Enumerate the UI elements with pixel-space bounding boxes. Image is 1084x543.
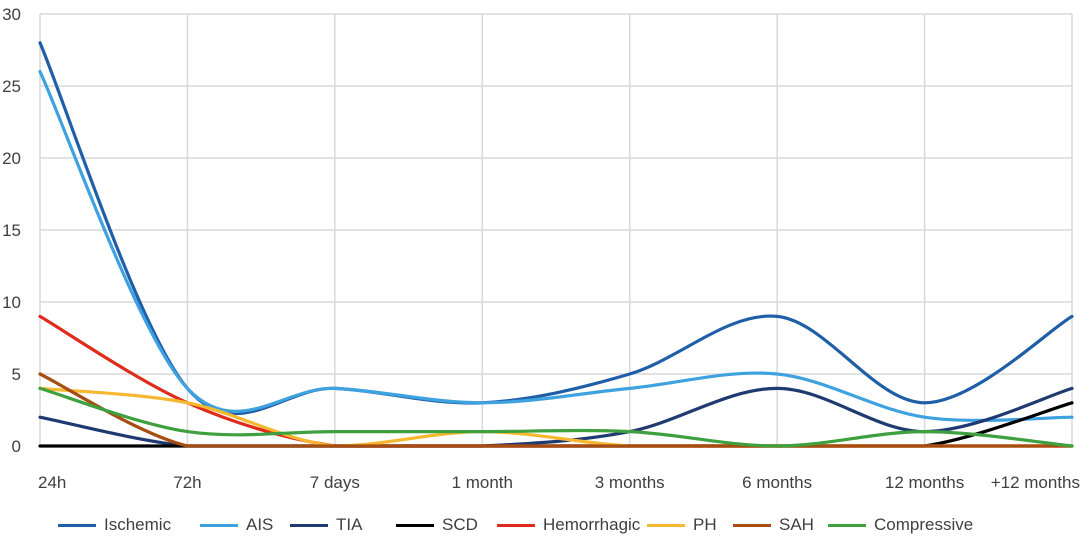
legend-label: SAH bbox=[779, 515, 814, 534]
x-tick-label: 1 month bbox=[452, 473, 513, 492]
y-tick-label: 25 bbox=[2, 77, 21, 96]
legend-label: AIS bbox=[246, 515, 274, 534]
legend-label: Ischemic bbox=[104, 515, 172, 534]
legend-swatch bbox=[647, 523, 685, 527]
x-tick-label: 72h bbox=[173, 473, 201, 492]
legend-item: Hemorrhagic bbox=[497, 510, 640, 540]
legend-swatch bbox=[200, 523, 238, 527]
series-lines bbox=[38, 41, 1074, 448]
legend-swatch bbox=[58, 523, 96, 527]
legend: Ischemic AIS TIA SCD Hemorrhagic PH SAH Compres… bbox=[0, 510, 1084, 540]
series-line-compressive bbox=[38, 386, 1074, 448]
legend-item: TIA bbox=[290, 510, 362, 540]
y-axis: 0 5 10 15 20 25 30 bbox=[2, 5, 21, 456]
y-tick-label: 5 bbox=[12, 365, 21, 384]
x-axis: 24h 72h 7 days 1 month 3 months 6 months 12 mo… bbox=[38, 473, 1080, 492]
x-tick-label: 7 days bbox=[310, 473, 360, 492]
y-tick-label: 20 bbox=[2, 149, 21, 168]
y-tick-label: 0 bbox=[12, 437, 21, 456]
x-tick-label: +12 months bbox=[991, 473, 1080, 492]
legend-swatch bbox=[497, 523, 535, 527]
legend-swatch bbox=[290, 523, 328, 527]
series-line-ais bbox=[38, 70, 1074, 422]
y-tick-label: 10 bbox=[2, 293, 21, 312]
y-tick-label: 30 bbox=[2, 5, 21, 24]
legend-label: PH bbox=[693, 515, 717, 534]
legend-item: Ischemic bbox=[58, 510, 171, 540]
legend-swatch bbox=[828, 523, 866, 527]
legend-swatch bbox=[733, 523, 771, 527]
gridlines bbox=[39, 13, 1073, 447]
line-chart: 0 5 10 15 20 25 30 24h 72h 7 days 1 month 3 months… bbox=[2, 5, 1080, 492]
legend-label: SCD bbox=[442, 515, 478, 534]
series-line-hemorrhagic bbox=[38, 314, 1074, 448]
x-tick-label: 6 months bbox=[742, 473, 812, 492]
legend-item: PH bbox=[647, 510, 717, 540]
series-line-sah bbox=[38, 372, 1074, 448]
x-tick-label: 3 months bbox=[595, 473, 665, 492]
series-line-ischemic bbox=[38, 41, 1074, 416]
legend-label: TIA bbox=[336, 515, 363, 534]
legend-item: SAH bbox=[733, 510, 814, 540]
x-tick-label: 24h bbox=[38, 473, 66, 492]
x-tick-label: 12 months bbox=[885, 473, 964, 492]
legend-label: Compressive bbox=[874, 515, 974, 534]
legend-swatch bbox=[396, 523, 434, 527]
legend-item: SCD bbox=[396, 510, 478, 540]
y-tick-label: 15 bbox=[2, 221, 21, 240]
legend-item: AIS bbox=[200, 510, 273, 540]
legend-label: Hemorrhagic bbox=[543, 515, 641, 534]
legend-item: Compressive bbox=[828, 510, 973, 540]
